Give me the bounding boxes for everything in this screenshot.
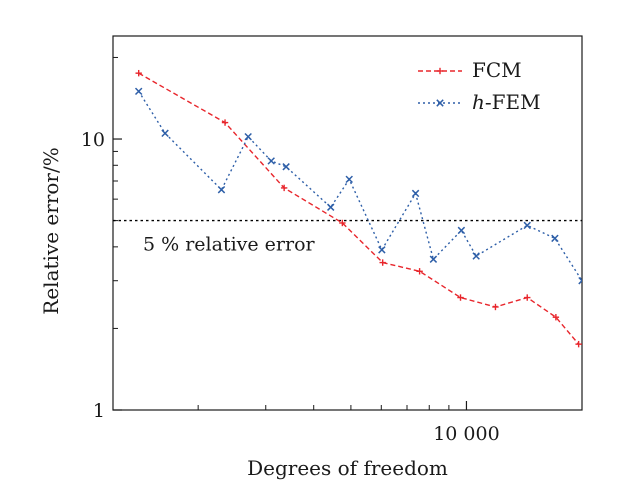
y-tick-label: 10 [81,129,105,151]
data-point-h-fem [267,157,275,165]
data-point-h-fem [161,129,169,138]
axis-ticks: 1 10 10 000 [81,56,583,445]
legend-marker-h-fem [436,99,444,107]
data-point-fcm [379,259,386,266]
plot-area-frame [112,35,583,411]
data-point-fcm [524,294,531,301]
data-point-fcm [552,314,560,321]
x-axis-label: Degrees of freedom [247,456,448,480]
data-point-fcm [221,119,229,126]
data-point-h-fem [578,276,582,285]
legend-item-h-fem: h-FEM [418,90,541,114]
reference-line-label: 5 % relative error [143,234,316,256]
data-point-h-fem [345,175,353,184]
data-point-h-fem [429,255,438,263]
legend-marker-fcm [436,67,444,75]
data-point-fcm [416,268,423,275]
data-point-h-fem [244,132,252,141]
data-point-h-fem [551,234,559,243]
y-axis-label: Relative error/% [39,147,63,314]
x-tick-label: 10 000 [433,423,499,445]
series-layer [134,69,582,348]
y-tick-label: 1 [93,400,105,422]
data-point-h-fem [472,252,480,260]
legend-item-fcm: FCM [418,58,522,82]
reference-line-group: 5 % relative error [113,219,582,256]
legend: FCM h-FEM [418,58,541,114]
series-fcm [135,69,582,348]
data-point-fcm [135,69,142,77]
data-point-h-fem [326,203,335,211]
data-point-fcm [457,294,464,301]
data-point-fcm [339,219,346,227]
data-point-h-fem [457,226,466,235]
series-h-fem [134,87,582,285]
data-point-fcm [280,184,288,192]
data-point-fcm [575,340,582,348]
data-point-h-fem [282,163,290,171]
data-point-h-fem [523,221,531,230]
legend-label-fcm: FCM [472,58,522,82]
series-line-h-fem [138,90,582,282]
data-point-h-fem [378,246,386,254]
data-point-fcm [492,303,499,311]
legend-label-h-fem: h-FEM [472,90,541,114]
data-point-h-fem [134,87,143,96]
data-point-h-fem [411,189,420,198]
data-point-h-fem [217,185,226,194]
